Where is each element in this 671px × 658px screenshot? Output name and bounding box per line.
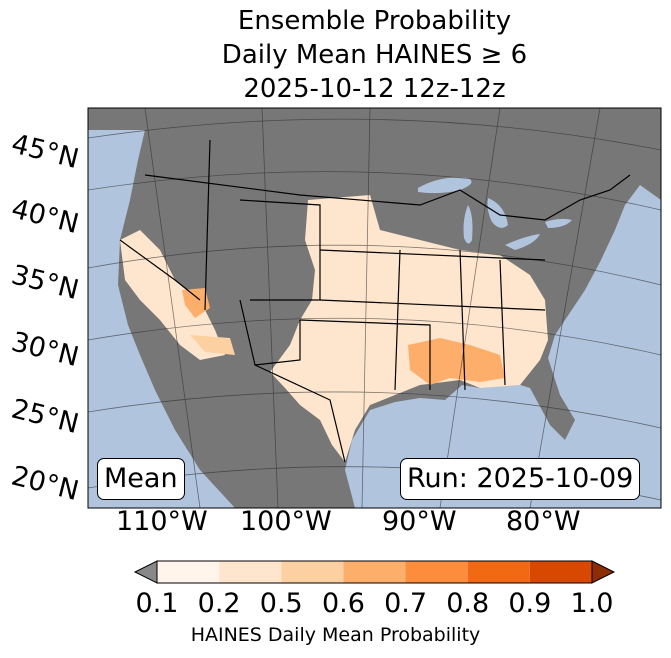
colorbar-tick-label: 0.8 <box>446 588 490 619</box>
stat-label-box: Mean <box>97 458 185 500</box>
colorbar-cell <box>281 561 344 583</box>
colorbar-tick-label: 1.0 <box>570 588 614 619</box>
colorbar-cell <box>343 561 406 583</box>
colorbar-cell <box>529 561 592 583</box>
title-line-1: Ensemble Probability <box>237 6 512 36</box>
probability-map <box>87 107 662 509</box>
colorbar-cell <box>405 561 468 583</box>
lon-label-110: 110°W <box>116 506 208 537</box>
colorbar-under-arrow <box>133 560 158 584</box>
colorbar-tick-label: 0.5 <box>259 588 303 619</box>
title-line-3: 2025-10-12 12z-12z <box>243 74 506 104</box>
probability-area-core <box>408 338 505 385</box>
lon-label-100: 100°W <box>240 506 332 537</box>
lon-label-80: 80°W <box>506 506 581 537</box>
lake-ontario <box>545 218 572 228</box>
colorbar-tick-label: 0.2 <box>197 588 241 619</box>
probability-area-west <box>120 230 225 360</box>
lon-label-90: 90°W <box>382 506 457 537</box>
colorbar-tick-label: 0.9 <box>508 588 552 619</box>
colorbar-cell <box>157 561 220 583</box>
colorbar-tick-label: 0.1 <box>135 588 179 619</box>
probability-area <box>270 195 548 462</box>
colorbar-tick-label: 0.6 <box>321 588 365 619</box>
colorbar-tick-label: 0.7 <box>384 588 428 619</box>
colorbar-cell <box>219 561 282 583</box>
probability-area-sw <box>182 288 210 318</box>
lake-erie <box>505 234 540 250</box>
lake-michigan <box>463 205 473 244</box>
run-label-box: Run: 2025-10-09 <box>400 458 641 500</box>
colorbar <box>133 560 616 584</box>
title-line-2: Daily Mean HAINES ≥ 6 <box>221 40 528 70</box>
colorbar-over-arrow <box>591 560 616 584</box>
colorbar-label: HAINES Daily Mean Probability <box>190 624 481 646</box>
lake-superior <box>418 177 472 194</box>
colorbar-cell <box>467 561 530 583</box>
probability-area-sw2 <box>190 335 235 355</box>
